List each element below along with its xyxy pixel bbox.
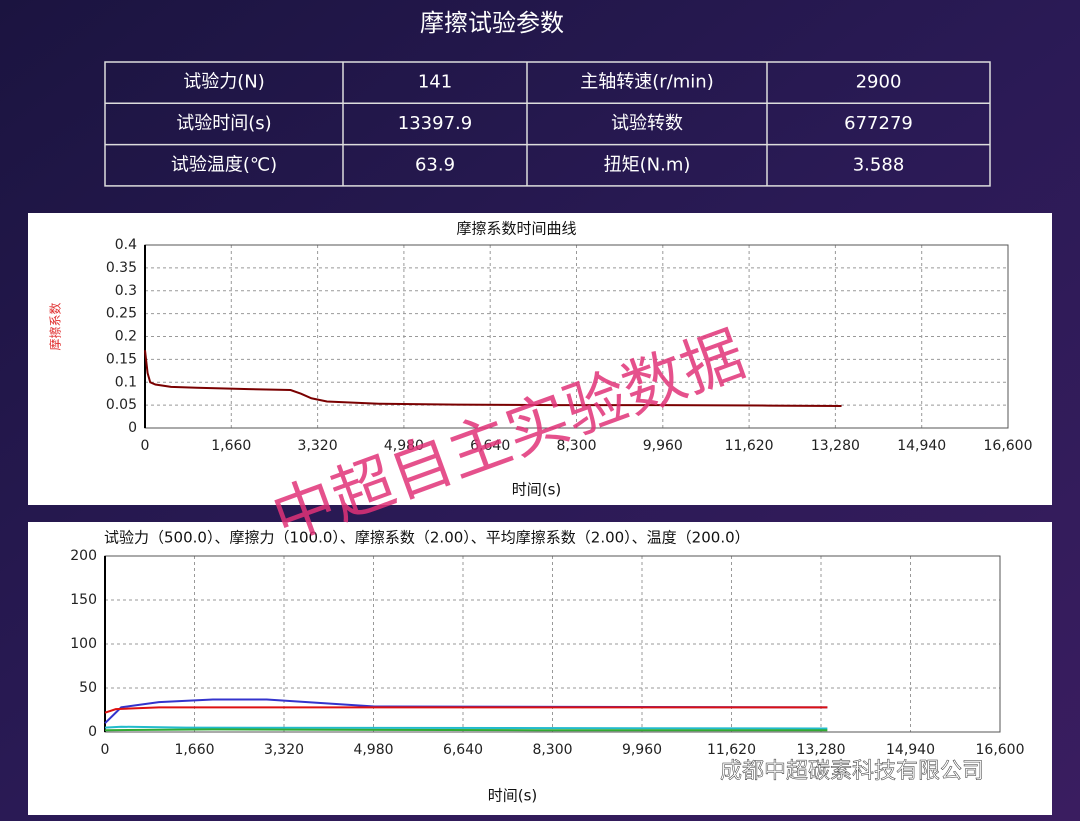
y-tick-label: 0.25	[106, 306, 137, 322]
table-cell: 3.588	[853, 154, 905, 175]
table-border	[104, 61, 991, 187]
series-line	[104, 706, 828, 714]
series-line	[144, 350, 842, 408]
table-cell: 63.9	[415, 154, 455, 175]
table-cell: 677279	[844, 113, 913, 134]
y-tick-label: 0	[88, 724, 97, 740]
x-tick-label: 14,940	[886, 742, 935, 758]
y-tick-label: 100	[70, 636, 97, 652]
x-tick-label: 0	[141, 438, 150, 454]
table-cell: 试验温度(℃)	[171, 154, 277, 175]
table-cell: 试验转数	[611, 113, 683, 134]
y-tick-label: 0.05	[106, 397, 137, 413]
y-tick-label: 50	[79, 680, 97, 696]
x-tick-label: 14,940	[897, 438, 946, 454]
x-tick-label: 9,960	[622, 742, 662, 758]
y-tick-label: 0.15	[106, 351, 137, 367]
x-tick-label: 13,280	[797, 742, 846, 758]
x-tick-label: 0	[101, 742, 110, 758]
x-tick-label: 1,660	[174, 742, 214, 758]
x-tick-label: 6,640	[443, 742, 483, 758]
y-tick-label: 0.2	[115, 329, 137, 345]
x-tick-label: 4,980	[384, 438, 424, 454]
x-tick-label: 16,600	[984, 438, 1033, 454]
table-cell: 13397.9	[398, 113, 472, 134]
footer-text: 成都中超碳素科技有限公司	[720, 759, 984, 784]
table-cell: 141	[418, 72, 452, 93]
x-axis-label: 时间(s)	[488, 787, 538, 805]
series-line	[104, 728, 828, 732]
x-tick-label: 1,660	[211, 438, 251, 454]
x-tick-label: 13,280	[811, 438, 860, 454]
x-tick-label: 16,600	[976, 742, 1025, 758]
series-line	[104, 725, 828, 730]
table-cell: 试验时间(s)	[176, 113, 271, 134]
y-tick-label: 200	[70, 548, 97, 564]
x-tick-label: 11,620	[707, 742, 756, 758]
chart-panel	[28, 522, 1052, 815]
y-tick-label: 0.1	[115, 374, 137, 390]
table-cell: 试验力(N)	[183, 72, 265, 93]
table-cell: 主轴转速(r/min)	[580, 72, 713, 93]
legend-text: 试验力（500.0）、摩擦力（100.0）、摩擦系数（2.00）、平均摩擦系数（…	[104, 529, 750, 547]
chart-title: 摩擦系数时间曲线	[456, 220, 576, 238]
y-axis-label: 摩擦系数	[48, 302, 63, 350]
x-tick-label: 3,320	[264, 742, 304, 758]
wechat-icon	[678, 761, 700, 783]
y-tick-label: 0.35	[106, 260, 137, 276]
page-title: 摩擦试验参数	[420, 9, 564, 37]
x-tick-label: 11,620	[725, 438, 774, 454]
y-tick-label: 0.4	[115, 237, 137, 253]
x-tick-label: 6,640	[470, 438, 510, 454]
x-tick-label: 9,960	[643, 438, 683, 454]
y-tick-label: 150	[70, 592, 97, 608]
chart-panel	[28, 213, 1052, 505]
x-tick-label: 8,300	[532, 742, 572, 758]
x-tick-label: 4,980	[353, 742, 393, 758]
x-axis-label: 时间(s)	[512, 481, 562, 499]
table-cell: 2900	[856, 72, 902, 93]
y-tick-label: 0.3	[115, 283, 137, 299]
x-tick-label: 8,300	[556, 438, 596, 454]
series-line	[104, 698, 828, 724]
y-tick-label: 0	[128, 420, 137, 436]
table-cell: 扭矩(N.m)	[604, 154, 691, 175]
x-tick-label: 3,320	[298, 438, 338, 454]
